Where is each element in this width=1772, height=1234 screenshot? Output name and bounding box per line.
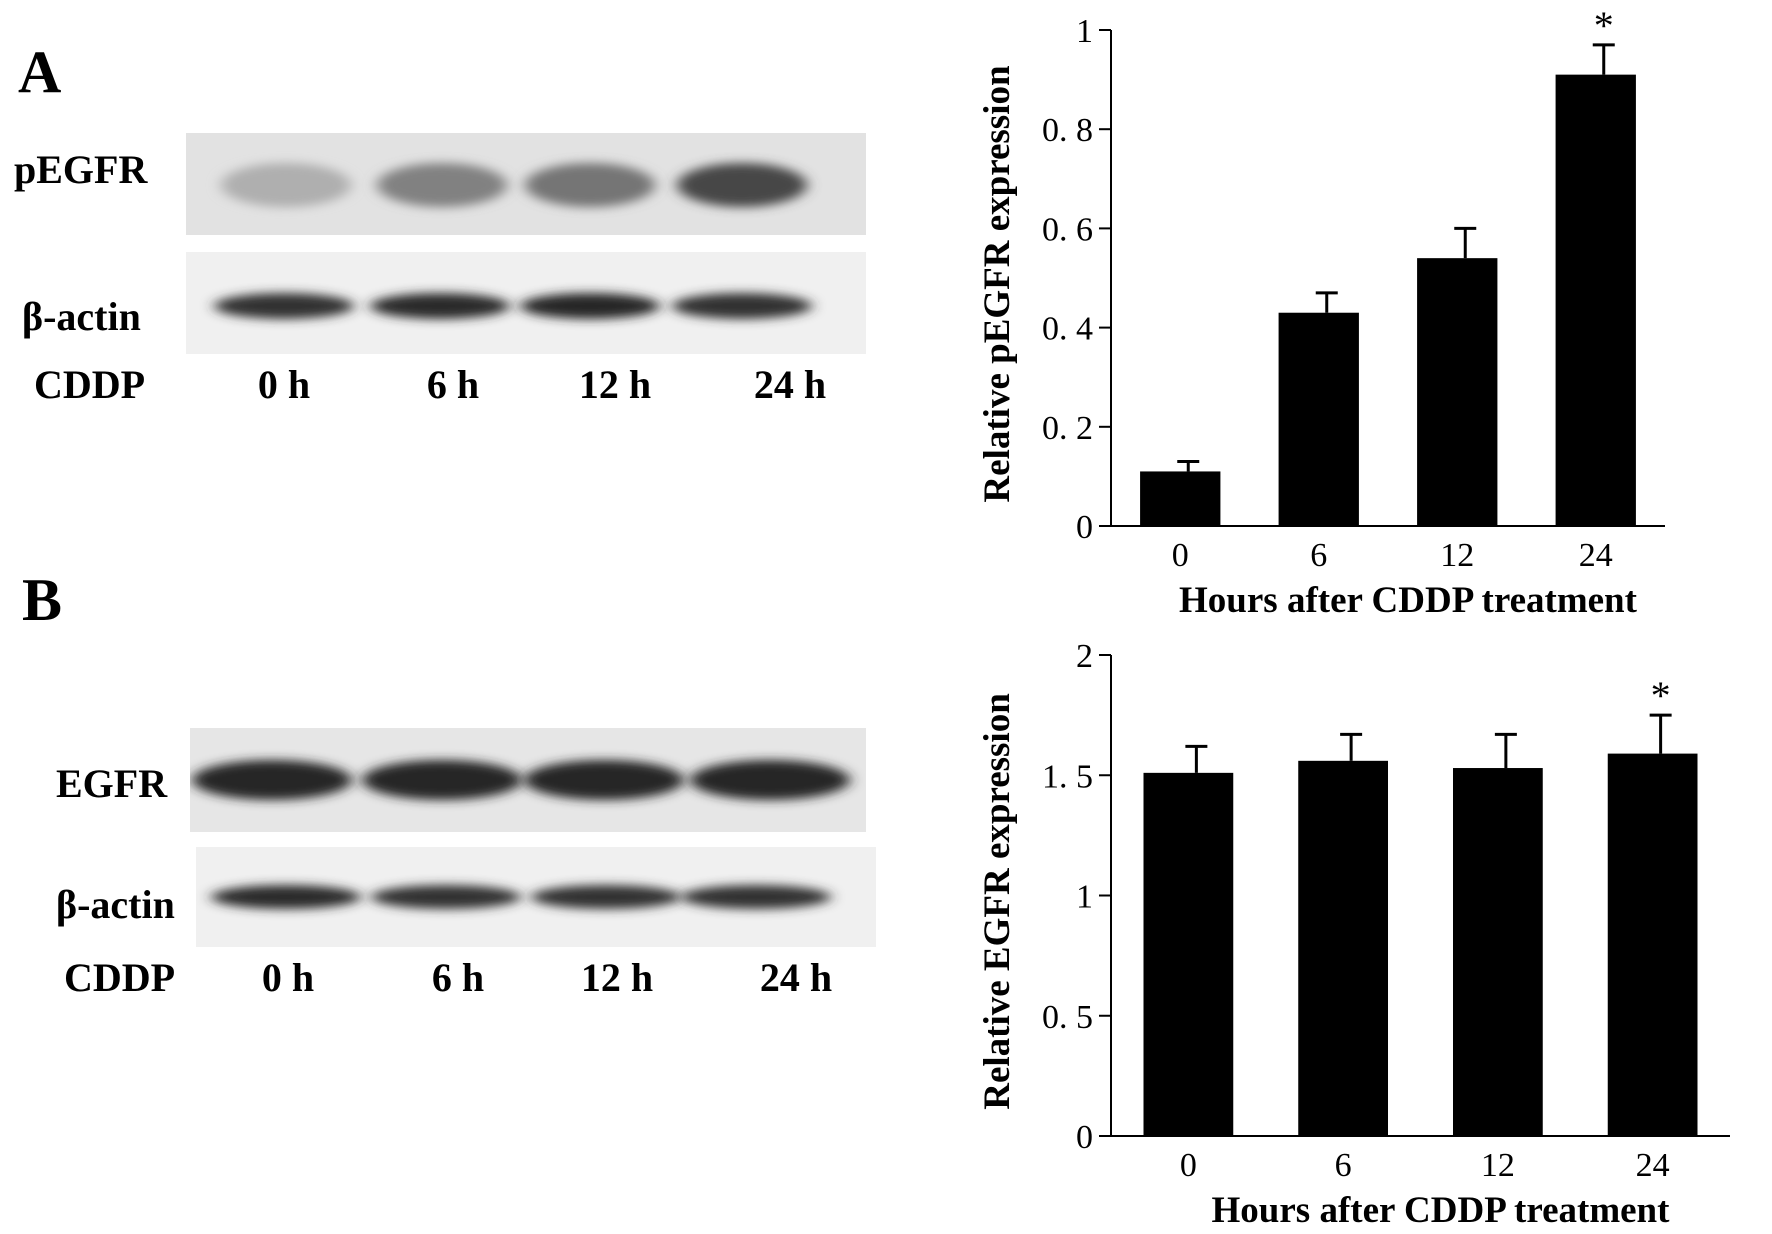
y-tick-label: 0. 5 [1042,999,1093,1036]
blot-band [524,760,684,800]
bar [1278,312,1359,526]
bar [1143,772,1234,1136]
y-tick-label: 0. 2 [1042,410,1093,447]
y-tick-label: 1 [1076,13,1093,50]
blot-band [525,163,655,207]
blot-band [377,163,507,207]
panel-a-letter: A [18,39,62,105]
blot-a-row-2-strip [186,252,866,354]
y-tick-label: 0. 6 [1042,211,1093,248]
blot-band [681,885,831,909]
y-tick-label: 0. 4 [1042,311,1093,348]
blot-band [370,293,510,319]
blot-a-treatment-label: CDDP [34,362,146,407]
significance-marker: * [1594,3,1614,48]
blot-a-lane-label: 0 h [257,362,311,407]
blot-band [214,293,354,319]
blot-b-row-1-label: EGFR [56,761,168,806]
x-tick-label: 12 [1440,537,1474,574]
blot-band [211,885,361,909]
bar [1140,471,1221,526]
blot-a-lane-label: 24 h [753,362,827,407]
x-tick-label: 12 [1481,1147,1515,1184]
blot-band [690,760,850,800]
blot-b-lane-label: 0 h [261,955,315,1000]
blot-b-lane-label: 12 h [580,955,654,1000]
y-tick-label: 0. 8 [1042,112,1093,149]
y-tick-label: 1 [1076,879,1093,916]
y-tick-label: 0 [1076,509,1093,546]
blot-b-row-2-label: β-actin [56,882,175,927]
blot-b-row-2-strip [196,847,876,947]
y-axis-title: Relative pEGFR expression [977,65,1018,503]
blot-band [672,293,812,319]
significance-marker: * [1651,673,1671,718]
blot-a-lane-label: 12 h [578,362,652,407]
y-tick-label: 0 [1076,1119,1093,1156]
y-axis-title: Relative EGFR expression [977,693,1018,1110]
blot-band [677,163,807,207]
blot-band [221,163,351,207]
blot-band [520,293,660,319]
x-axis-title: Hours after CDDP treatment [1212,1190,1671,1231]
panel-b-letter: B [22,567,63,633]
x-tick-label: 6 [1310,537,1327,574]
bar [1607,753,1698,1136]
blot-a-row-2-label: β-actin [22,294,141,339]
blot-a-row-1-strip [186,133,866,235]
y-tick-label: 1. 5 [1042,758,1093,795]
blot-b-row-1-strip [190,728,866,832]
x-axis-title: Hours after CDDP treatment [1179,580,1638,621]
bar [1452,768,1543,1136]
bar [1298,760,1389,1136]
y-tick-label: 2 [1076,638,1093,675]
blot-band [371,885,521,909]
bar [1417,258,1498,526]
x-tick-label: 0 [1180,1147,1197,1184]
blot-b-lane-label: 24 h [759,955,833,1000]
x-tick-label: 6 [1335,1147,1352,1184]
blot-band [362,760,522,800]
bar [1555,74,1636,526]
blot-b-treatment-label: CDDP [64,955,176,1000]
blot-b-lane-label: 6 h [431,955,485,1000]
x-tick-label: 0 [1172,537,1189,574]
blot-a-row-1-label: pEGFR [14,147,148,192]
blot-a-lane-label: 6 h [426,362,480,407]
x-tick-label: 24 [1579,537,1613,574]
blot-band [192,760,352,800]
blot-band [531,885,681,909]
x-tick-label: 24 [1636,1147,1670,1184]
